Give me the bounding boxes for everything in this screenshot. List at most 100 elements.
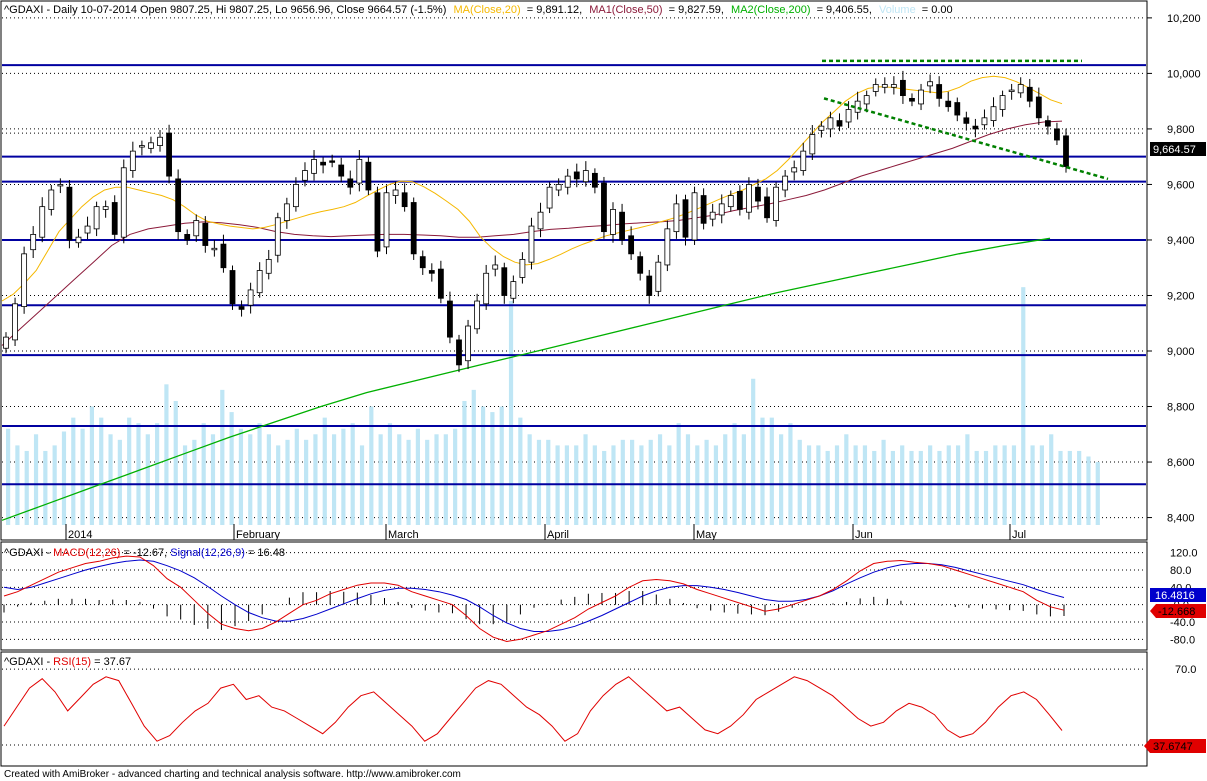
candle-body bbox=[637, 256, 644, 274]
volume-bar bbox=[620, 439, 625, 525]
candle-body bbox=[510, 281, 517, 299]
volume-bar bbox=[536, 439, 542, 525]
candle-body bbox=[12, 303, 18, 341]
candle-body bbox=[890, 84, 897, 88]
rsi-badge-text: 37.6747 bbox=[1153, 741, 1193, 753]
macd-header: ^GDAXI - MACD(12,26) = -12.67, Signal(12… bbox=[4, 547, 285, 559]
header-prefix: ^GDAXI - Daily 10-07-2014 Open 9807.25, … bbox=[4, 4, 446, 16]
volume-bar bbox=[425, 439, 430, 525]
volume-bar bbox=[676, 423, 681, 525]
macd-line bbox=[3, 555, 1065, 643]
candle-body bbox=[302, 170, 308, 181]
macd-header-macd: MACD(12,26) bbox=[53, 547, 120, 559]
candle-body bbox=[365, 161, 372, 191]
candle-body bbox=[773, 186, 779, 221]
volume-bar bbox=[443, 434, 448, 525]
volume-bar bbox=[80, 428, 85, 525]
header-ma200: MA2(Close,200) bbox=[731, 4, 810, 16]
candle-body bbox=[764, 196, 770, 219]
macd-header-signal: Signal(12,26,9) bbox=[170, 547, 245, 559]
volume-bar bbox=[1021, 287, 1026, 525]
volume-bar bbox=[527, 434, 532, 525]
macd-tick-label: -80.0 bbox=[1170, 634, 1195, 646]
candle-body bbox=[157, 136, 163, 146]
candle-body bbox=[265, 258, 272, 274]
month-label: April bbox=[547, 529, 569, 541]
candle-body bbox=[836, 120, 843, 127]
price-badge-text: 9,664.57 bbox=[1153, 144, 1196, 156]
candle-body bbox=[166, 132, 172, 177]
volume-bar bbox=[397, 434, 402, 525]
volume-bar bbox=[881, 439, 886, 525]
volume-bar bbox=[890, 450, 895, 525]
volume-bar bbox=[965, 434, 970, 525]
price-tick-label: 9,600 bbox=[1167, 179, 1195, 191]
rsi-header-rsi-value: = 37.67 bbox=[94, 656, 131, 668]
price-tick-label: 8,400 bbox=[1167, 513, 1195, 525]
volume-bar bbox=[173, 400, 178, 525]
volume-bar bbox=[61, 431, 67, 525]
volume-bar bbox=[192, 439, 197, 525]
volume-bar bbox=[406, 439, 411, 525]
volume-bar bbox=[369, 406, 374, 525]
candle-body bbox=[755, 186, 761, 202]
candle-body bbox=[39, 206, 46, 238]
candle-body bbox=[791, 167, 798, 173]
candle-body bbox=[320, 161, 326, 166]
candle-body bbox=[818, 125, 825, 131]
candle-body bbox=[347, 178, 354, 188]
candle-body bbox=[238, 306, 245, 310]
candle-body bbox=[628, 235, 635, 255]
candle-body bbox=[619, 211, 625, 241]
candle-body bbox=[247, 289, 254, 306]
candle-body bbox=[66, 186, 73, 241]
candle-body bbox=[936, 84, 943, 99]
volume-bar bbox=[685, 434, 691, 525]
candle-body bbox=[1035, 96, 1042, 119]
volume-bar bbox=[6, 428, 11, 525]
price-tick-label: 10,200 bbox=[1167, 13, 1201, 25]
volume-bar bbox=[71, 417, 76, 525]
volume-bar bbox=[294, 428, 299, 525]
candle-body bbox=[546, 186, 553, 209]
header-ma50: MA1(Close,50) bbox=[589, 4, 662, 16]
candle-body bbox=[963, 117, 970, 124]
volume-bar bbox=[99, 417, 104, 525]
rsi-line bbox=[3, 676, 1063, 742]
support-resistance-lines bbox=[2, 64, 1146, 486]
candle-body bbox=[827, 117, 834, 130]
volume-bar bbox=[164, 384, 169, 525]
candle-body bbox=[456, 339, 462, 366]
volume-bar bbox=[779, 434, 784, 525]
macd-badge-text: -12.668 bbox=[1158, 606, 1195, 618]
candle-body bbox=[84, 225, 91, 234]
candle-body bbox=[582, 170, 589, 183]
price-tick-label: 9,400 bbox=[1167, 235, 1195, 247]
volume-bar bbox=[322, 417, 327, 525]
macd-tick-label: 120.0 bbox=[1170, 548, 1198, 560]
candle-body bbox=[356, 159, 363, 184]
candle-body bbox=[954, 102, 961, 116]
volume-bar bbox=[648, 439, 653, 525]
volume-bar bbox=[797, 439, 802, 525]
candle-body bbox=[256, 270, 263, 294]
candle-body bbox=[918, 89, 924, 105]
volume-bar bbox=[630, 439, 635, 525]
month-label: May bbox=[696, 529, 717, 541]
volume-bar bbox=[490, 412, 495, 525]
price-tick-label: 9,200 bbox=[1167, 290, 1195, 302]
candle-body bbox=[673, 203, 680, 233]
volume-bar bbox=[248, 434, 253, 525]
candle-body bbox=[909, 97, 915, 102]
volume-bar bbox=[1086, 456, 1091, 525]
candle-body bbox=[782, 175, 789, 191]
macd-header-prefix: ^GDAXI - bbox=[4, 547, 53, 559]
volume-bar bbox=[136, 423, 141, 525]
volume-bar bbox=[434, 434, 439, 525]
candle-body bbox=[927, 81, 934, 87]
volume-bar bbox=[462, 400, 467, 525]
candle-body bbox=[646, 275, 653, 296]
candle-body bbox=[519, 258, 526, 278]
candle-body bbox=[1017, 84, 1024, 94]
price-tick-label: 10,000 bbox=[1167, 68, 1201, 80]
